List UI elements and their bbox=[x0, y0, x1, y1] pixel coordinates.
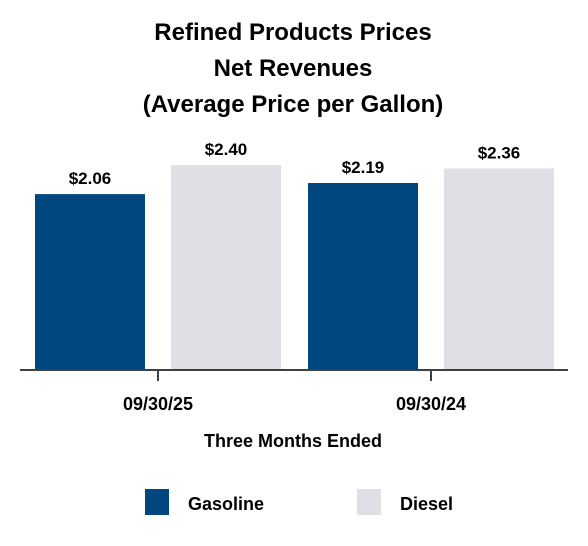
value-label-diesel-1: $2.36 bbox=[478, 143, 521, 162]
legend-swatch-gasoline bbox=[145, 489, 169, 515]
chart-title-line-3: (Average Price per Gallon) bbox=[143, 91, 444, 118]
bar-diesel-1 bbox=[444, 168, 554, 370]
chart-title-line-2: Net Revenues bbox=[214, 55, 373, 82]
x-axis-ticks: 09/30/25 09/30/24 bbox=[123, 370, 466, 414]
bar-gasoline-1 bbox=[308, 183, 418, 370]
value-label-gasoline-1: $2.19 bbox=[342, 158, 385, 177]
value-label-diesel-0: $2.40 bbox=[205, 140, 248, 159]
value-label-gasoline-0: $2.06 bbox=[69, 169, 112, 188]
value-labels-group: $2.06 $2.40 $2.19 $2.36 bbox=[69, 140, 521, 188]
bar-gasoline-0 bbox=[35, 194, 145, 370]
bars-group bbox=[35, 165, 554, 370]
bar-diesel-0 bbox=[171, 165, 281, 370]
x-axis-label: Three Months Ended bbox=[204, 431, 382, 451]
legend-label-diesel: Diesel bbox=[400, 494, 453, 514]
legend: Gasoline Diesel bbox=[145, 489, 453, 515]
chart-title: Refined Products Prices Net Revenues (Av… bbox=[143, 19, 444, 118]
legend-swatch-diesel bbox=[357, 489, 381, 515]
legend-label-gasoline: Gasoline bbox=[188, 494, 264, 514]
x-tick-label-1: 09/30/24 bbox=[396, 394, 466, 414]
chart-title-line-1: Refined Products Prices bbox=[154, 19, 431, 46]
x-tick-label-0: 09/30/25 bbox=[123, 394, 193, 414]
